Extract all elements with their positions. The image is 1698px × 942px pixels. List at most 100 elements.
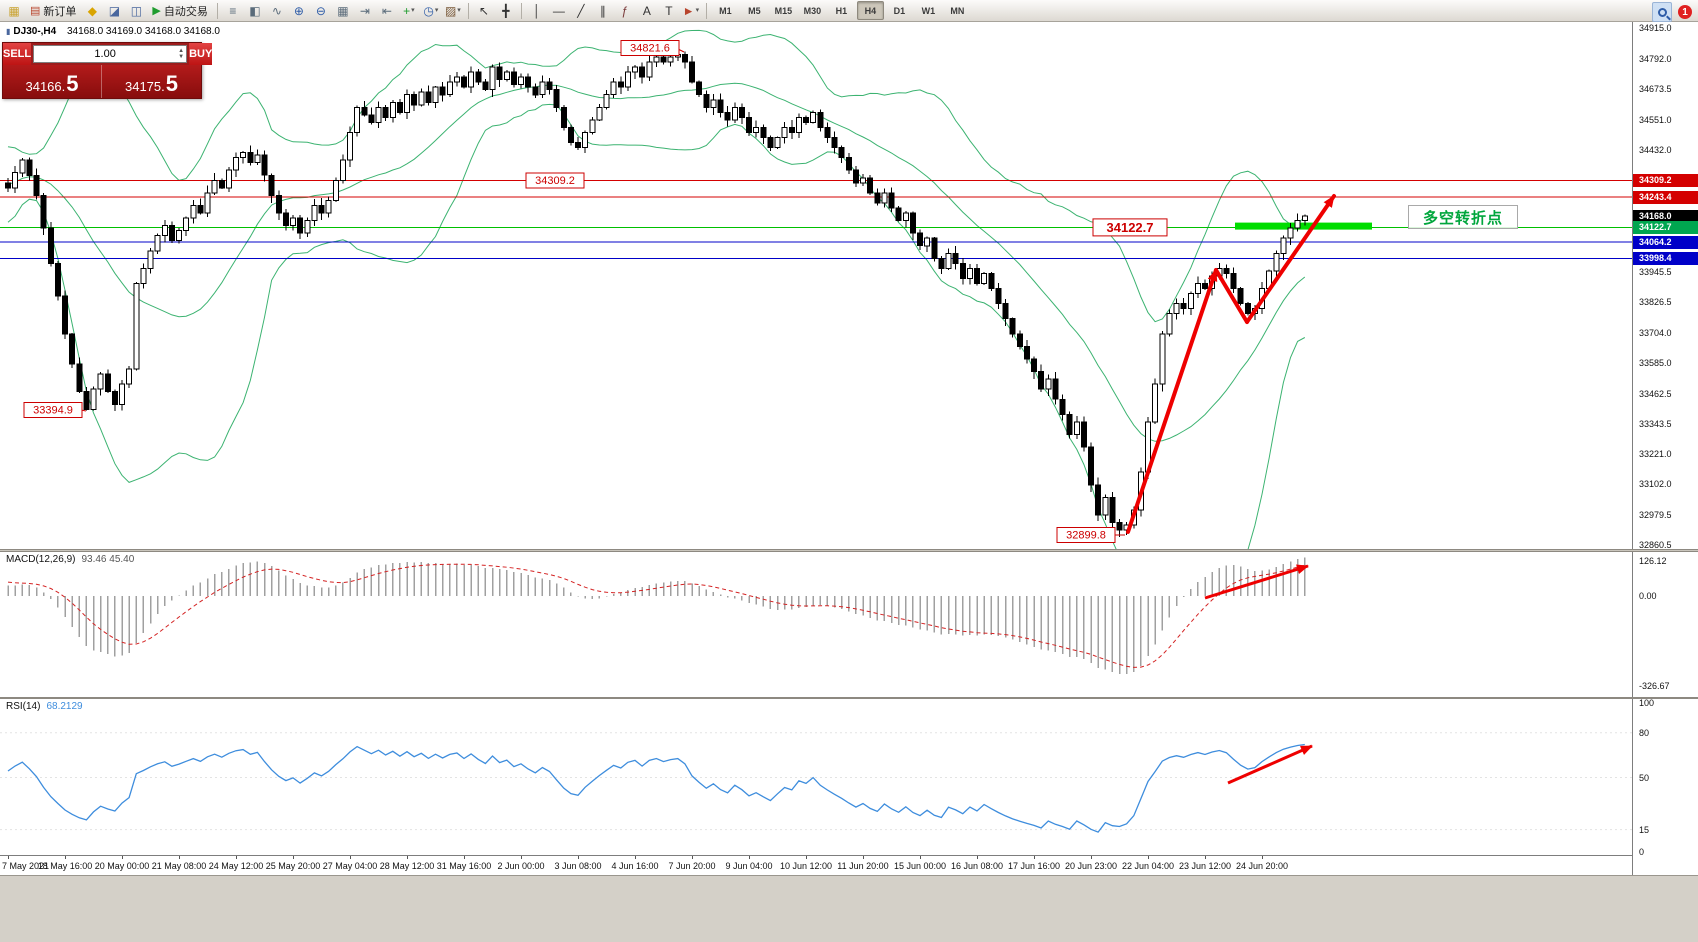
candlestick-icon[interactable]: ◧ [249, 3, 261, 18]
zoom-in-icon[interactable]: ⊕ [293, 3, 304, 18]
price-tick-label: 33826.5 [1639, 296, 1672, 307]
sell-price[interactable]: 34166. 5 [3, 65, 102, 98]
price-tick-label: 33462.5 [1639, 388, 1672, 399]
time-tick [8, 856, 9, 859]
price-tick-label: 33945.5 [1639, 267, 1672, 278]
volume-input[interactable] [34, 48, 177, 60]
chart-title: ▮ DJ30-,H4 34168.0 34169.0 34168.0 34168.… [6, 26, 220, 37]
market-watch-icon[interactable]: ◫ [130, 3, 143, 18]
time-label: 11 Jun 20:00 [837, 861, 889, 871]
price-tick-label: 32860.5 [1639, 540, 1672, 551]
time-label: 28 May 12:00 [379, 861, 435, 871]
timeframe-button-m5[interactable]: M5 [748, 5, 761, 16]
chevron-down-icon: ▾ [411, 7, 415, 14]
buy-button[interactable]: BUY [189, 43, 213, 65]
toolbar-separator [216, 2, 218, 19]
horizontal-line-icon[interactable]: ― [552, 3, 565, 18]
timeframe-button-d1[interactable]: D1 [893, 5, 906, 16]
timeframe-button-m15[interactable]: M15 [774, 5, 793, 16]
macd-scale-label: 0.00 [1639, 591, 1657, 602]
profiles-icon[interactable]: ◪ [108, 3, 121, 18]
time-label: 10 Jun 12:00 [779, 861, 833, 871]
annotation-turning-point[interactable]: 多空转折点 [1408, 205, 1518, 229]
macd-histogram [7, 557, 1306, 674]
buy-price-pip: 5 [165, 71, 178, 97]
time-tick [635, 856, 636, 859]
time-label: 3 Jun 08:00 [554, 861, 602, 871]
trendline-icon[interactable]: ╱ [577, 3, 585, 18]
panel-separator[interactable] [0, 697, 1698, 699]
highlight-level-bar[interactable] [1235, 222, 1372, 230]
timeframe-button-w1[interactable]: W1 [921, 5, 936, 16]
search-button[interactable] [1652, 2, 1672, 22]
new-order-button[interactable]: ▤ 新订单 [25, 2, 81, 20]
crosshair-icon[interactable]: ╋ [502, 3, 510, 18]
panel-separator[interactable] [0, 549, 1698, 552]
buy-price[interactable]: 34175. 5 [102, 65, 201, 98]
sell-button[interactable]: SELL [3, 43, 32, 65]
timeframe-button-m1[interactable]: M1 [719, 5, 732, 16]
time-label: 18 May 16:00 [37, 861, 93, 871]
chevron-down-icon: ▾ [457, 7, 461, 14]
channel-icon[interactable]: ∥ [599, 3, 606, 18]
rsi-panel[interactable] [0, 699, 1632, 855]
auto-scroll-icon[interactable]: ⇥ [359, 3, 370, 18]
periods-button[interactable]: ◷ ▾ [423, 3, 439, 18]
shapes-button[interactable]: ► ▾ [682, 3, 700, 18]
zoom-out-icon[interactable]: ⊖ [315, 3, 326, 18]
timeframe-button-m30[interactable]: M30 [803, 5, 822, 16]
toolbar-separator [520, 2, 522, 19]
notification-badge[interactable]: 1 [1678, 5, 1692, 19]
rsi-scale-label: 15 [1639, 824, 1650, 835]
volume-down-icon[interactable]: ▼ [178, 54, 185, 60]
time-label: 20 May 00:00 [94, 861, 150, 871]
terminal-icon[interactable]: ▦ [8, 3, 20, 18]
hotkeys-diamond-icon[interactable]: ◆ [87, 3, 98, 18]
time-label: 9 Jun 04:00 [725, 861, 773, 871]
rsi-scale-label: 0 [1639, 847, 1645, 857]
text-icon[interactable]: A [642, 3, 651, 18]
vertical-line-icon[interactable]: │ [533, 3, 541, 18]
timeframe-button-h4[interactable]: H4 [856, 1, 884, 20]
chart-window: ▮ DJ30-,H4 34168.0 34169.0 34168.0 34168.… [0, 22, 1698, 875]
macd-arrow [1204, 564, 1309, 600]
price-chart[interactable]: 34821.6 33394.9 32899.8 34309.2 34122.7 [0, 24, 1632, 549]
line-chart-icon[interactable]: ∿ [271, 3, 282, 18]
timeframe-button-h1[interactable]: H1 [835, 5, 848, 16]
time-tick [236, 856, 237, 859]
volume-up-icon[interactable]: ▲ [178, 48, 185, 54]
price-axis[interactable]: 34915.0 34792.0 34673.5 34551.0 34432.0 33945… [1632, 22, 1698, 875]
time-tick [464, 856, 465, 859]
chart-shift-icon[interactable]: ⇤ [381, 3, 392, 18]
templates-button[interactable]: ▨ ▾ [444, 3, 461, 18]
bar-chart-icon[interactable]: ≡ [229, 3, 237, 18]
candlestick-series [5, 47, 1308, 537]
price-tick-label: 34432.0 [1639, 144, 1672, 155]
time-label: 24 Jun 20:00 [1235, 861, 1289, 871]
macd-scale-label: -326.67 [1639, 681, 1670, 692]
trend-arrows [1126, 194, 1336, 534]
autotrading-button[interactable]: ▶ 自动交易 [147, 2, 212, 20]
new-order-icon: ▤ [30, 5, 41, 17]
price-label-boxes: 34821.6 33394.9 32899.8 34309.2 34122.7 [23, 40, 1168, 543]
bollinger-bands [7, 29, 1306, 549]
status-area [0, 875, 1698, 942]
tile-windows-icon[interactable]: ▦ [337, 3, 349, 18]
volume-stepper[interactable]: ▲ ▼ [176, 48, 186, 60]
time-axis[interactable]: 7 May 2021 18 May 16:00 20 May 00:00 21 May… [0, 855, 1632, 875]
chevron-down-icon: ▾ [695, 7, 700, 14]
toolbar: ▦ ▤ 新订单 ◆ ◪ ◫ ▶ 自动交易 ≡ ◧ ∿ ⊕ ⊖ ▦ ⇥ ⇤ + ▾ ◷ ▾ ▨ ▾ ↖ ╋ │ ― ╱ ∥ ƒ A T ► ▾ M1… [0, 0, 1698, 22]
cursor-icon[interactable]: ↖ [478, 3, 489, 18]
macd-label: MACD(12,26,9) 93.46 45.40 [6, 554, 135, 565]
horizontal-levels[interactable] [0, 180, 1632, 260]
fibonacci-icon[interactable]: ƒ [621, 3, 629, 18]
svg-text:34821.6: 34821.6 [630, 43, 670, 55]
price-tick-label: 34673.5 [1639, 83, 1672, 94]
macd-panel[interactable] [0, 552, 1632, 697]
label-icon[interactable]: T [665, 3, 673, 18]
time-tick [749, 856, 750, 859]
timeframe-button-mn[interactable]: MN [950, 5, 965, 16]
time-tick [578, 856, 579, 859]
svg-text:34309.2: 34309.2 [535, 175, 575, 187]
indicators-button[interactable]: + ▾ [403, 3, 415, 18]
